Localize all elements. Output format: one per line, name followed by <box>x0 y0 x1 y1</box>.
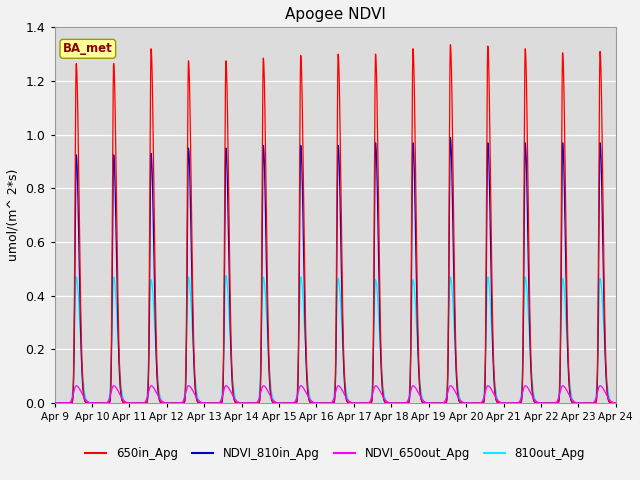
Y-axis label: umol/(m^ 2*s): umol/(m^ 2*s) <box>7 169 20 262</box>
Text: BA_met: BA_met <box>63 42 113 55</box>
Title: Apogee NDVI: Apogee NDVI <box>285 7 385 22</box>
Legend: 650in_Apg, NDVI_810in_Apg, NDVI_650out_Apg, 810out_Apg: 650in_Apg, NDVI_810in_Apg, NDVI_650out_A… <box>81 443 590 465</box>
